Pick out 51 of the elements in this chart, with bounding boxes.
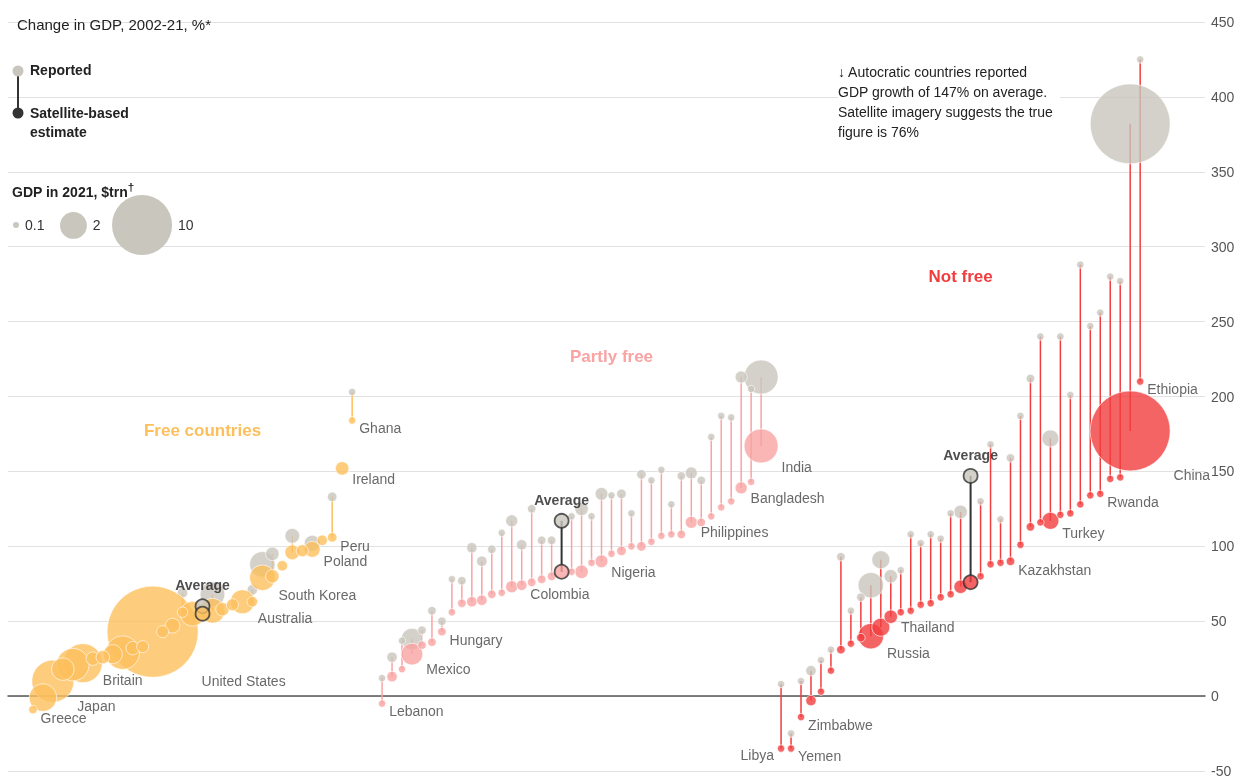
annotation: Turkey bbox=[1062, 525, 1105, 542]
y-tick-label: 200 bbox=[1211, 388, 1235, 405]
chart-title: Change in GDP, 2002-21, %* bbox=[17, 16, 212, 33]
annotation: Partly free bbox=[569, 346, 654, 366]
legend-title: GDP in 2021, $trn$^{†}$ bbox=[12, 180, 135, 200]
annotation: Philippines bbox=[700, 524, 769, 541]
legend-label: 2 bbox=[92, 217, 101, 233]
annotation: Peru bbox=[340, 538, 370, 555]
annotation: Poland bbox=[323, 553, 368, 570]
annotation: India bbox=[781, 458, 813, 475]
y-tick-label: 0 bbox=[1211, 688, 1219, 705]
annotation: Bangladesh bbox=[750, 489, 825, 506]
annotation: Lebanon bbox=[389, 703, 444, 720]
y-tick-label: 350 bbox=[1211, 163, 1235, 180]
annotation: Not free bbox=[928, 267, 993, 287]
y-tick-label: 450 bbox=[1211, 14, 1235, 30]
annotation: Russia bbox=[886, 644, 930, 661]
annotation: Ireland bbox=[352, 471, 396, 488]
annotation: Nigeria bbox=[611, 563, 656, 580]
y-tick-label: 250 bbox=[1211, 313, 1235, 330]
y-tick-label: 100 bbox=[1211, 538, 1235, 555]
legend-label: Reported bbox=[30, 62, 92, 78]
annotation: China bbox=[1173, 466, 1211, 483]
annotation: Zimbabwe bbox=[808, 716, 873, 733]
annotation: Colombia bbox=[530, 586, 590, 603]
annotation: Satellite-based estimate bbox=[30, 104, 130, 142]
annotation: Free countries bbox=[143, 421, 262, 441]
annotation: Thailand bbox=[900, 619, 955, 636]
annotation: Yemen bbox=[798, 748, 842, 765]
y-tick-label: 150 bbox=[1211, 463, 1235, 480]
annotation: Australia bbox=[257, 609, 313, 626]
annotation: Hungary bbox=[449, 631, 503, 648]
annotation: Japan bbox=[77, 698, 116, 715]
annotation: Ghana bbox=[359, 420, 402, 437]
annotation: Kazakhstan bbox=[1018, 561, 1092, 578]
annotation: Rwanda bbox=[1107, 493, 1159, 510]
annotation: Britain bbox=[102, 671, 143, 688]
annotation: South Korea bbox=[278, 586, 357, 603]
annotation: Average bbox=[534, 491, 590, 508]
annotation: United States bbox=[201, 673, 286, 690]
annotation: Libya bbox=[740, 746, 775, 763]
y-tick-label: 50 bbox=[1211, 613, 1227, 630]
legend-label: 10 bbox=[177, 217, 194, 233]
legend-label: 0.1 bbox=[25, 217, 45, 233]
annotation: Ethiopia bbox=[1147, 381, 1199, 398]
annotation: Mexico bbox=[426, 660, 471, 677]
y-tick-label: -50 bbox=[1211, 763, 1232, 779]
annotation: Average bbox=[175, 577, 231, 594]
annotation: ↓ Autocratic countries reported GDP growth of 147% on average. Satellite imagery suggests the true figure is 76% bbox=[838, 64, 1057, 140]
y-tick-label: 300 bbox=[1211, 238, 1235, 255]
y-tick-label: 400 bbox=[1211, 88, 1235, 105]
